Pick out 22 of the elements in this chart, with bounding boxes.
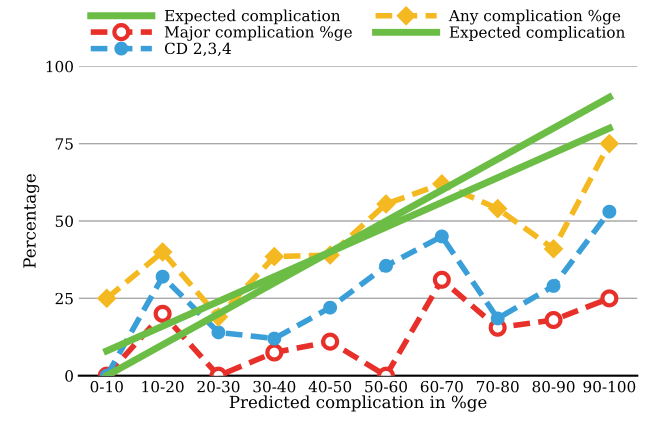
y-tick-label: 25 — [56, 292, 73, 304]
y-tick-label: 75 — [56, 138, 73, 150]
x-tick-label: 30-40 — [253, 380, 296, 392]
x-axis-title: Predicted complication in %ge — [230, 395, 486, 412]
legend-label: Any complication %ge — [448, 10, 620, 25]
x-tick-label: 60-70 — [420, 380, 463, 392]
x-tick-label: 90-100 — [583, 380, 636, 392]
y-tick-label: 50 — [56, 215, 73, 228]
legend-label: Expected complication — [450, 26, 625, 41]
x-tick-label: 20-30 — [197, 380, 240, 392]
x-tick-label: 70-80 — [476, 380, 519, 392]
x-tick-label: 40-50 — [308, 380, 352, 392]
legend-label: CD 2,3,4 — [164, 42, 231, 56]
x-tick-label: 10-20 — [142, 380, 184, 392]
legend-label: Expected complication — [164, 10, 340, 24]
y-tick-label: 100 — [46, 60, 73, 72]
x-tick-label: 80-90 — [532, 380, 575, 392]
y-axis-title: Percentage — [23, 174, 40, 268]
legend-label: Major complication %ge — [164, 26, 352, 41]
x-tick-label: 0-10 — [90, 380, 123, 392]
y-tick-label: 0 — [65, 370, 73, 382]
x-tick-label: 50-60 — [365, 380, 407, 392]
